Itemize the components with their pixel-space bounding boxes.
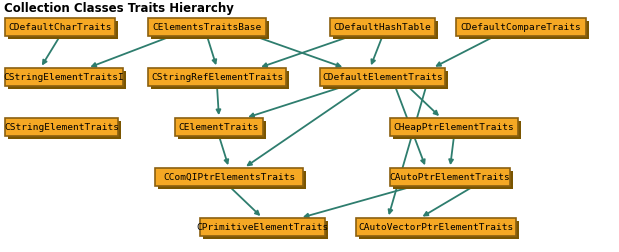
- FancyBboxPatch shape: [148, 18, 266, 36]
- Text: CElementTraits: CElementTraits: [179, 122, 259, 132]
- FancyBboxPatch shape: [178, 120, 266, 139]
- FancyBboxPatch shape: [150, 20, 269, 39]
- Text: CAutoVectorPtrElementTraits: CAutoVectorPtrElementTraits: [358, 223, 514, 232]
- FancyBboxPatch shape: [175, 118, 263, 136]
- Text: CHeapPtrElementTraits: CHeapPtrElementTraits: [394, 122, 514, 132]
- FancyBboxPatch shape: [390, 118, 518, 136]
- FancyBboxPatch shape: [5, 68, 123, 86]
- FancyBboxPatch shape: [322, 71, 448, 88]
- Text: CPrimitiveElementTraits: CPrimitiveElementTraits: [196, 223, 329, 232]
- FancyBboxPatch shape: [392, 171, 513, 188]
- FancyBboxPatch shape: [358, 220, 519, 238]
- FancyBboxPatch shape: [7, 120, 121, 139]
- FancyBboxPatch shape: [5, 118, 118, 136]
- FancyBboxPatch shape: [150, 71, 288, 88]
- Text: Collection Classes Traits Hierarchy: Collection Classes Traits Hierarchy: [4, 2, 234, 15]
- FancyBboxPatch shape: [7, 20, 118, 39]
- FancyBboxPatch shape: [157, 171, 306, 188]
- FancyBboxPatch shape: [392, 120, 521, 139]
- FancyBboxPatch shape: [332, 20, 438, 39]
- FancyBboxPatch shape: [390, 168, 510, 186]
- FancyBboxPatch shape: [456, 18, 586, 36]
- FancyBboxPatch shape: [200, 218, 325, 236]
- Text: CAutoPtrElementTraits: CAutoPtrElementTraits: [389, 173, 511, 181]
- FancyBboxPatch shape: [330, 18, 435, 36]
- FancyBboxPatch shape: [320, 68, 445, 86]
- Text: CElementsTraitsBase: CElementsTraitsBase: [152, 22, 262, 32]
- Text: CDefaultHashTable: CDefaultHashTable: [334, 22, 431, 32]
- Text: CDefaultCharTraits: CDefaultCharTraits: [8, 22, 112, 32]
- FancyBboxPatch shape: [356, 218, 516, 236]
- Text: CStringElementTraits: CStringElementTraits: [4, 122, 119, 132]
- FancyBboxPatch shape: [155, 168, 303, 186]
- Text: CStringRefElementTraits: CStringRefElementTraits: [151, 73, 283, 81]
- FancyBboxPatch shape: [7, 71, 126, 88]
- FancyBboxPatch shape: [148, 68, 286, 86]
- FancyBboxPatch shape: [202, 220, 327, 238]
- Text: CDefaultCompareTraits: CDefaultCompareTraits: [461, 22, 581, 32]
- FancyBboxPatch shape: [5, 18, 115, 36]
- Text: CDefaultElementTraits: CDefaultElementTraits: [322, 73, 443, 81]
- FancyBboxPatch shape: [459, 20, 589, 39]
- Text: CComQIPtrElementsTraits: CComQIPtrElementsTraits: [163, 173, 295, 181]
- Text: CStringElementTraitsI: CStringElementTraitsI: [4, 73, 124, 81]
